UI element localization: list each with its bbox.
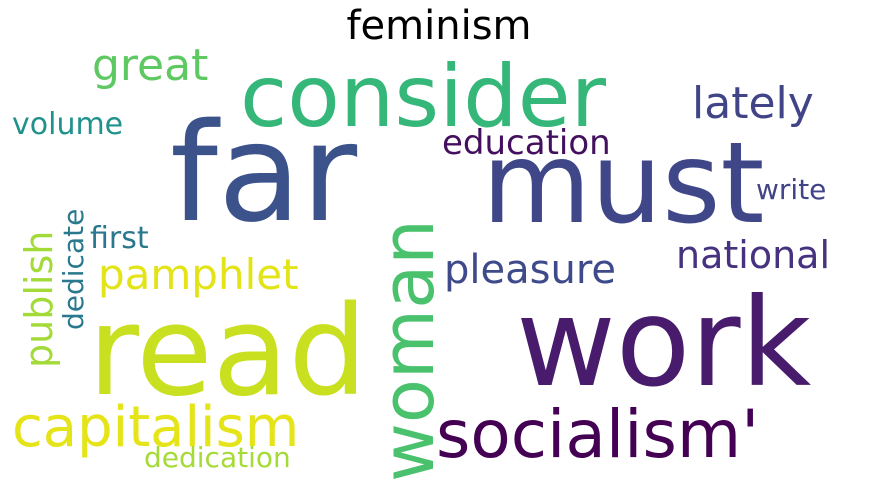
word-woman: woman bbox=[366, 219, 450, 482]
word-consider: consider bbox=[240, 47, 606, 147]
word-dedicate: dedicate bbox=[57, 208, 90, 330]
chart-title: feminism bbox=[346, 3, 532, 49]
word-read: read bbox=[88, 280, 368, 424]
word-socialism: socialism' bbox=[436, 396, 760, 473]
word-pleasure: pleasure bbox=[444, 247, 616, 293]
word-first: first bbox=[90, 221, 149, 256]
word-write: write bbox=[756, 173, 827, 206]
word-must: must bbox=[482, 119, 765, 249]
word-education: education bbox=[442, 123, 611, 163]
word-lately: lately bbox=[692, 78, 814, 129]
word-work: work bbox=[516, 272, 812, 414]
word-publish: publish bbox=[17, 230, 61, 368]
word-national: national bbox=[676, 233, 831, 277]
word-great: great bbox=[92, 40, 209, 91]
word-dedication: dedication bbox=[144, 441, 291, 474]
word-capitalism: capitalism bbox=[12, 395, 300, 460]
word-far: far bbox=[170, 95, 358, 253]
word-volume: volume bbox=[12, 107, 124, 142]
word-pamphlet: pamphlet bbox=[98, 250, 299, 299]
